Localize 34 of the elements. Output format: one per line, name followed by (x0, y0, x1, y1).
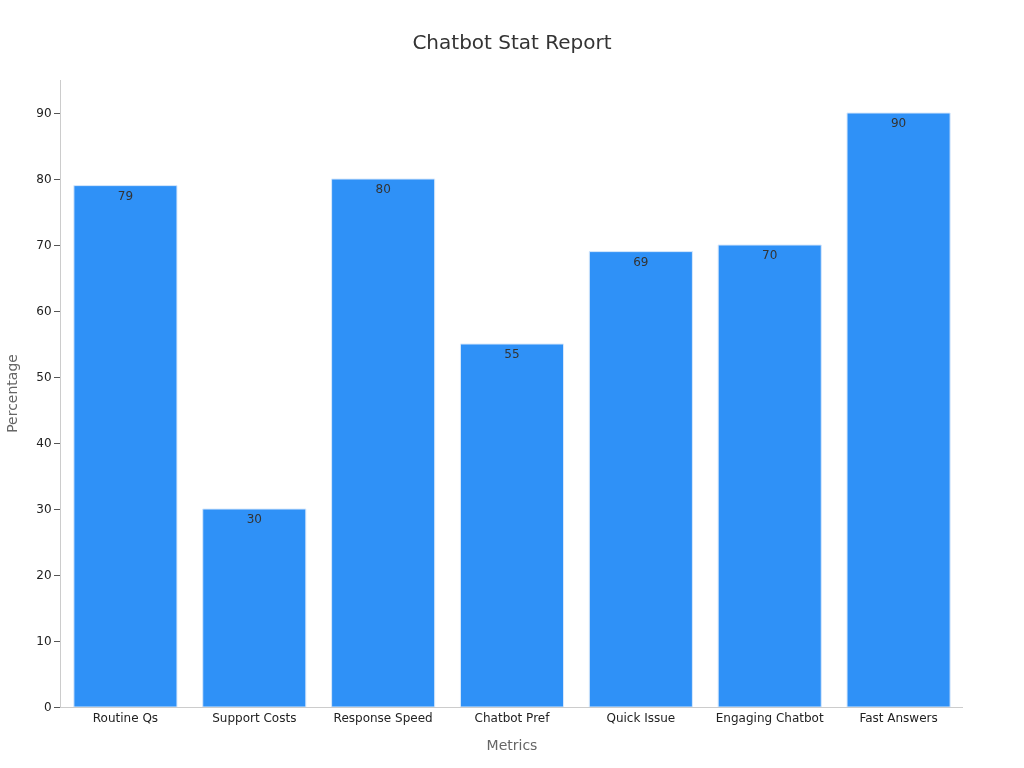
y-tick-label: 90 (36, 106, 52, 121)
data-label: 80 (375, 182, 391, 196)
y-tick-label: 50 (36, 370, 52, 385)
x-tick-label: Chatbot Pref (474, 711, 551, 726)
y-tick-label: 80 (36, 172, 52, 187)
bar (202, 508, 307, 707)
y-tick-label: 10 (36, 634, 52, 649)
y-tick-label: 70 (36, 238, 52, 253)
data-label: 69 (633, 254, 649, 269)
chart-title: Chatbot Stat Report (412, 29, 612, 54)
data-label: 30 (246, 512, 262, 526)
bar (717, 244, 822, 707)
x-axis-title: Metrics (486, 736, 538, 753)
x-tick-label: Quick Issue (606, 711, 676, 726)
data-label: 70 (762, 248, 778, 262)
bar (846, 112, 951, 707)
x-tick-label: Routine Qs (92, 711, 159, 726)
data-label: 90 (890, 116, 907, 130)
y-tick-label: 30 (36, 502, 52, 517)
data-label: 79 (117, 188, 134, 203)
x-tick-label: Fast Answers (859, 711, 938, 726)
y-tick-label: 20 (36, 568, 52, 583)
bar (588, 251, 693, 707)
bar (73, 185, 178, 707)
y-tick-label: 60 (36, 304, 52, 319)
bar (331, 178, 436, 707)
x-tick-label: Response Speed (333, 711, 433, 726)
bar (459, 343, 565, 707)
x-tick-label: Support Costs (212, 711, 297, 726)
y-tick-label: 40 (36, 436, 52, 451)
y-axis-title: Percentage (3, 354, 20, 433)
y-tick-label: 0 (43, 700, 52, 715)
x-tick-label: Engaging Chatbot (715, 711, 824, 726)
data-label: 55 (504, 347, 520, 361)
